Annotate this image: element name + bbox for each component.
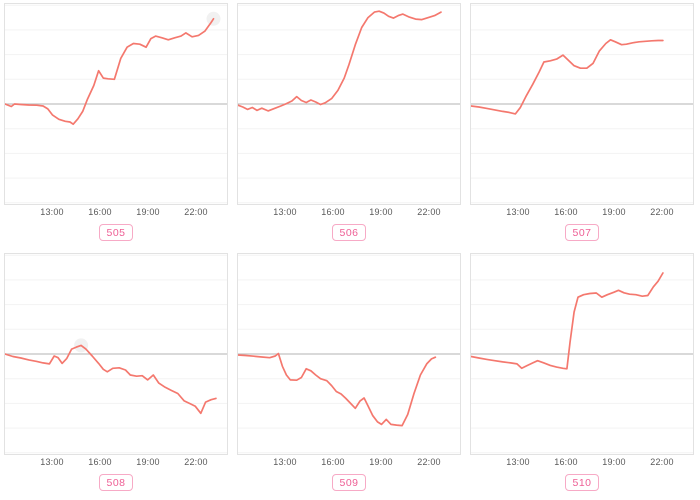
series-line	[5, 344, 217, 415]
x-tick-label: 19:00	[369, 207, 393, 217]
chart-panel	[470, 253, 694, 455]
x-tick-label: 22:00	[417, 457, 441, 467]
badge-row: 507	[470, 223, 694, 241]
chart-id-badge[interactable]: 505	[99, 224, 133, 241]
chart-id-badge[interactable]: 510	[565, 474, 599, 491]
x-tick-label: 13:00	[40, 207, 64, 217]
line-chart	[5, 254, 227, 454]
x-tick-label: 22:00	[417, 207, 441, 217]
chart-panel	[470, 3, 694, 205]
series-line	[5, 17, 215, 126]
x-tick-label: 22:00	[184, 207, 208, 217]
line-chart	[238, 254, 460, 454]
badge-row: 509	[237, 473, 461, 491]
x-tick-label: 16:00	[554, 207, 578, 217]
chart-panel	[4, 253, 228, 455]
chart-panel	[237, 253, 461, 455]
x-tick-label: 16:00	[321, 457, 345, 467]
chart-panel	[4, 3, 228, 205]
x-tick-label: 16:00	[88, 457, 112, 467]
x-tick-label: 16:00	[321, 207, 345, 217]
x-tick-label: 22:00	[184, 457, 208, 467]
x-tick-label: 19:00	[602, 457, 626, 467]
x-tick-label: 13:00	[506, 457, 530, 467]
chart-cell-508: 13:00 16:00 19:00 22:00 508	[0, 250, 233, 500]
chart-cell-509: 13:00 16:00 19:00 22:00 509	[233, 250, 466, 500]
x-tick-label: 19:00	[602, 207, 626, 217]
line-chart	[471, 4, 693, 204]
cropped-chart-title	[237, 250, 461, 252]
chart-id-badge[interactable]: 507	[565, 224, 599, 241]
x-tick-label: 22:00	[650, 457, 674, 467]
series-line	[471, 38, 664, 115]
chart-cell-506: 13:00 16:00 19:00 22:00 506	[233, 0, 466, 250]
x-tick-label: 13:00	[506, 207, 530, 217]
chart-cell-510: 13:00 16:00 19:00 22:00 510	[466, 250, 700, 500]
x-axis: 13:00 16:00 19:00 22:00	[237, 206, 461, 219]
x-tick-label: 13:00	[273, 207, 297, 217]
x-axis: 13:00 16:00 19:00 22:00	[4, 206, 228, 219]
x-axis: 13:00 16:00 19:00 22:00	[470, 206, 694, 219]
x-tick-label: 13:00	[40, 457, 64, 467]
badge-row: 506	[237, 223, 461, 241]
badge-row: 510	[470, 473, 694, 491]
x-axis: 13:00 16:00 19:00 22:00	[4, 456, 228, 469]
line-chart	[238, 4, 460, 204]
chart-id-badge[interactable]: 509	[332, 474, 366, 491]
chart-panel	[237, 3, 461, 205]
chart-cell-505: 13:00 16:00 19:00 22:00 505	[0, 0, 233, 250]
x-tick-label: 19:00	[136, 207, 160, 217]
series-line	[238, 10, 442, 112]
series-line	[471, 272, 664, 370]
x-tick-label: 19:00	[369, 457, 393, 467]
cropped-chart-title	[237, 0, 461, 2]
badge-row: 508	[4, 473, 228, 491]
line-chart	[5, 4, 227, 204]
cropped-chart-title	[4, 0, 228, 2]
x-tick-label: 13:00	[273, 457, 297, 467]
badge-row: 505	[4, 223, 228, 241]
chart-id-badge[interactable]: 506	[332, 224, 366, 241]
line-chart	[471, 254, 693, 454]
x-tick-label: 16:00	[554, 457, 578, 467]
cropped-chart-title	[470, 250, 694, 252]
x-tick-label: 16:00	[88, 207, 112, 217]
x-axis: 13:00 16:00 19:00 22:00	[237, 456, 461, 469]
x-axis: 13:00 16:00 19:00 22:00	[470, 456, 694, 469]
cropped-chart-title	[4, 250, 228, 252]
series-line	[238, 352, 437, 427]
x-tick-label: 22:00	[650, 207, 674, 217]
chart-id-badge[interactable]: 508	[99, 474, 133, 491]
chart-cell-507: 13:00 16:00 19:00 22:00 507	[466, 0, 700, 250]
cropped-chart-title	[470, 0, 694, 2]
x-tick-label: 19:00	[136, 457, 160, 467]
